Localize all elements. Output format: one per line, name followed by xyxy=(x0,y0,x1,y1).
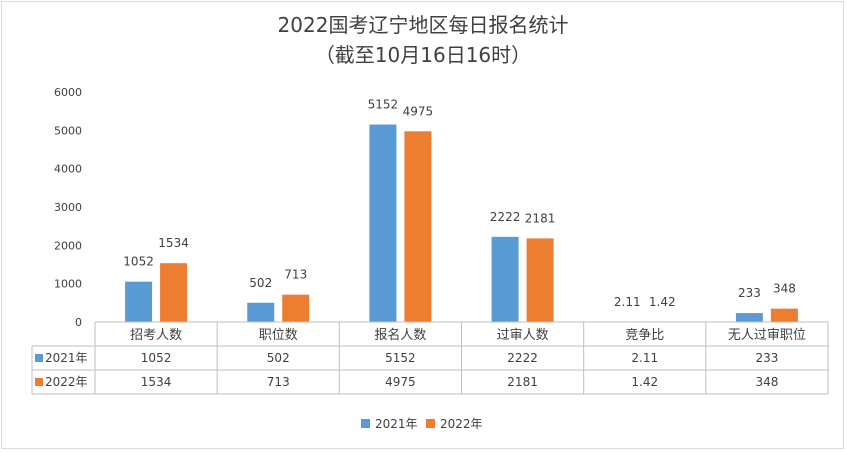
category-label: 竞争比 xyxy=(625,327,664,343)
data-label: 233 xyxy=(738,286,761,300)
table-cell: 5152 xyxy=(385,351,416,365)
bar-series-2 xyxy=(282,294,310,322)
y-tick-label: 6000 xyxy=(54,86,82,99)
category-label: 招考人数 xyxy=(130,328,182,343)
data-label: 5152 xyxy=(368,98,399,112)
table-series-name: 2021年 xyxy=(45,351,88,365)
y-tick-label: 4000 xyxy=(54,163,82,176)
table-cell: 233 xyxy=(755,351,778,365)
chart-subtitle: （截至10月16日16时） xyxy=(315,43,531,67)
category-label: 职位数 xyxy=(259,328,298,343)
y-tick-label: 1000 xyxy=(54,278,82,291)
y-tick-label: 0 xyxy=(75,316,82,329)
legend-swatch xyxy=(426,419,435,428)
table-cell: 2222 xyxy=(507,351,538,365)
bar-series-2 xyxy=(770,308,798,322)
table-cell: 2.11 xyxy=(631,351,658,365)
bar-series-1 xyxy=(735,313,763,322)
data-label: 502 xyxy=(249,276,272,290)
table-cell: 713 xyxy=(267,375,290,389)
table-cell: 1052 xyxy=(141,351,172,365)
table-cell: 502 xyxy=(267,351,290,365)
data-label: 4975 xyxy=(403,104,434,118)
table-cell: 348 xyxy=(755,375,778,389)
bar-series-1 xyxy=(491,236,519,322)
table-series-key xyxy=(35,354,43,362)
category-label: 过审人数 xyxy=(497,328,549,343)
table-cell: 4975 xyxy=(385,375,416,389)
chart-title: 2022国考辽宁地区每日报名统计 xyxy=(278,13,569,37)
table-series-name: 2022年 xyxy=(45,375,88,389)
data-label: 1052 xyxy=(123,255,154,269)
data-label: 2181 xyxy=(525,211,556,225)
data-label: 348 xyxy=(773,282,796,296)
legend-label: 2021年 xyxy=(375,417,418,431)
bar-series-2 xyxy=(160,263,188,322)
category-label: 无人过审职位 xyxy=(728,328,806,343)
category-label: 报名人数 xyxy=(374,327,426,343)
bar-series-1 xyxy=(125,281,153,322)
data-label: 1.42 xyxy=(649,295,676,309)
data-label: 2222 xyxy=(490,210,521,224)
table-series-key xyxy=(35,378,43,386)
bar-series-1 xyxy=(369,124,397,322)
table-cell: 1.42 xyxy=(631,375,658,389)
table-cell: 1534 xyxy=(141,375,172,389)
data-label: 713 xyxy=(284,268,307,282)
bar-series-1 xyxy=(247,302,275,322)
y-tick-label: 2000 xyxy=(54,239,82,252)
table-cell: 2181 xyxy=(507,375,538,389)
legend-label: 2022年 xyxy=(440,417,483,431)
legend-swatch xyxy=(361,419,370,428)
data-label: 1534 xyxy=(158,236,189,250)
y-tick-label: 5000 xyxy=(54,124,82,137)
data-label: 2.11 xyxy=(614,295,641,309)
bar-series-2 xyxy=(526,238,554,322)
y-tick-label: 3000 xyxy=(54,201,82,214)
bar-series-2 xyxy=(404,131,432,322)
